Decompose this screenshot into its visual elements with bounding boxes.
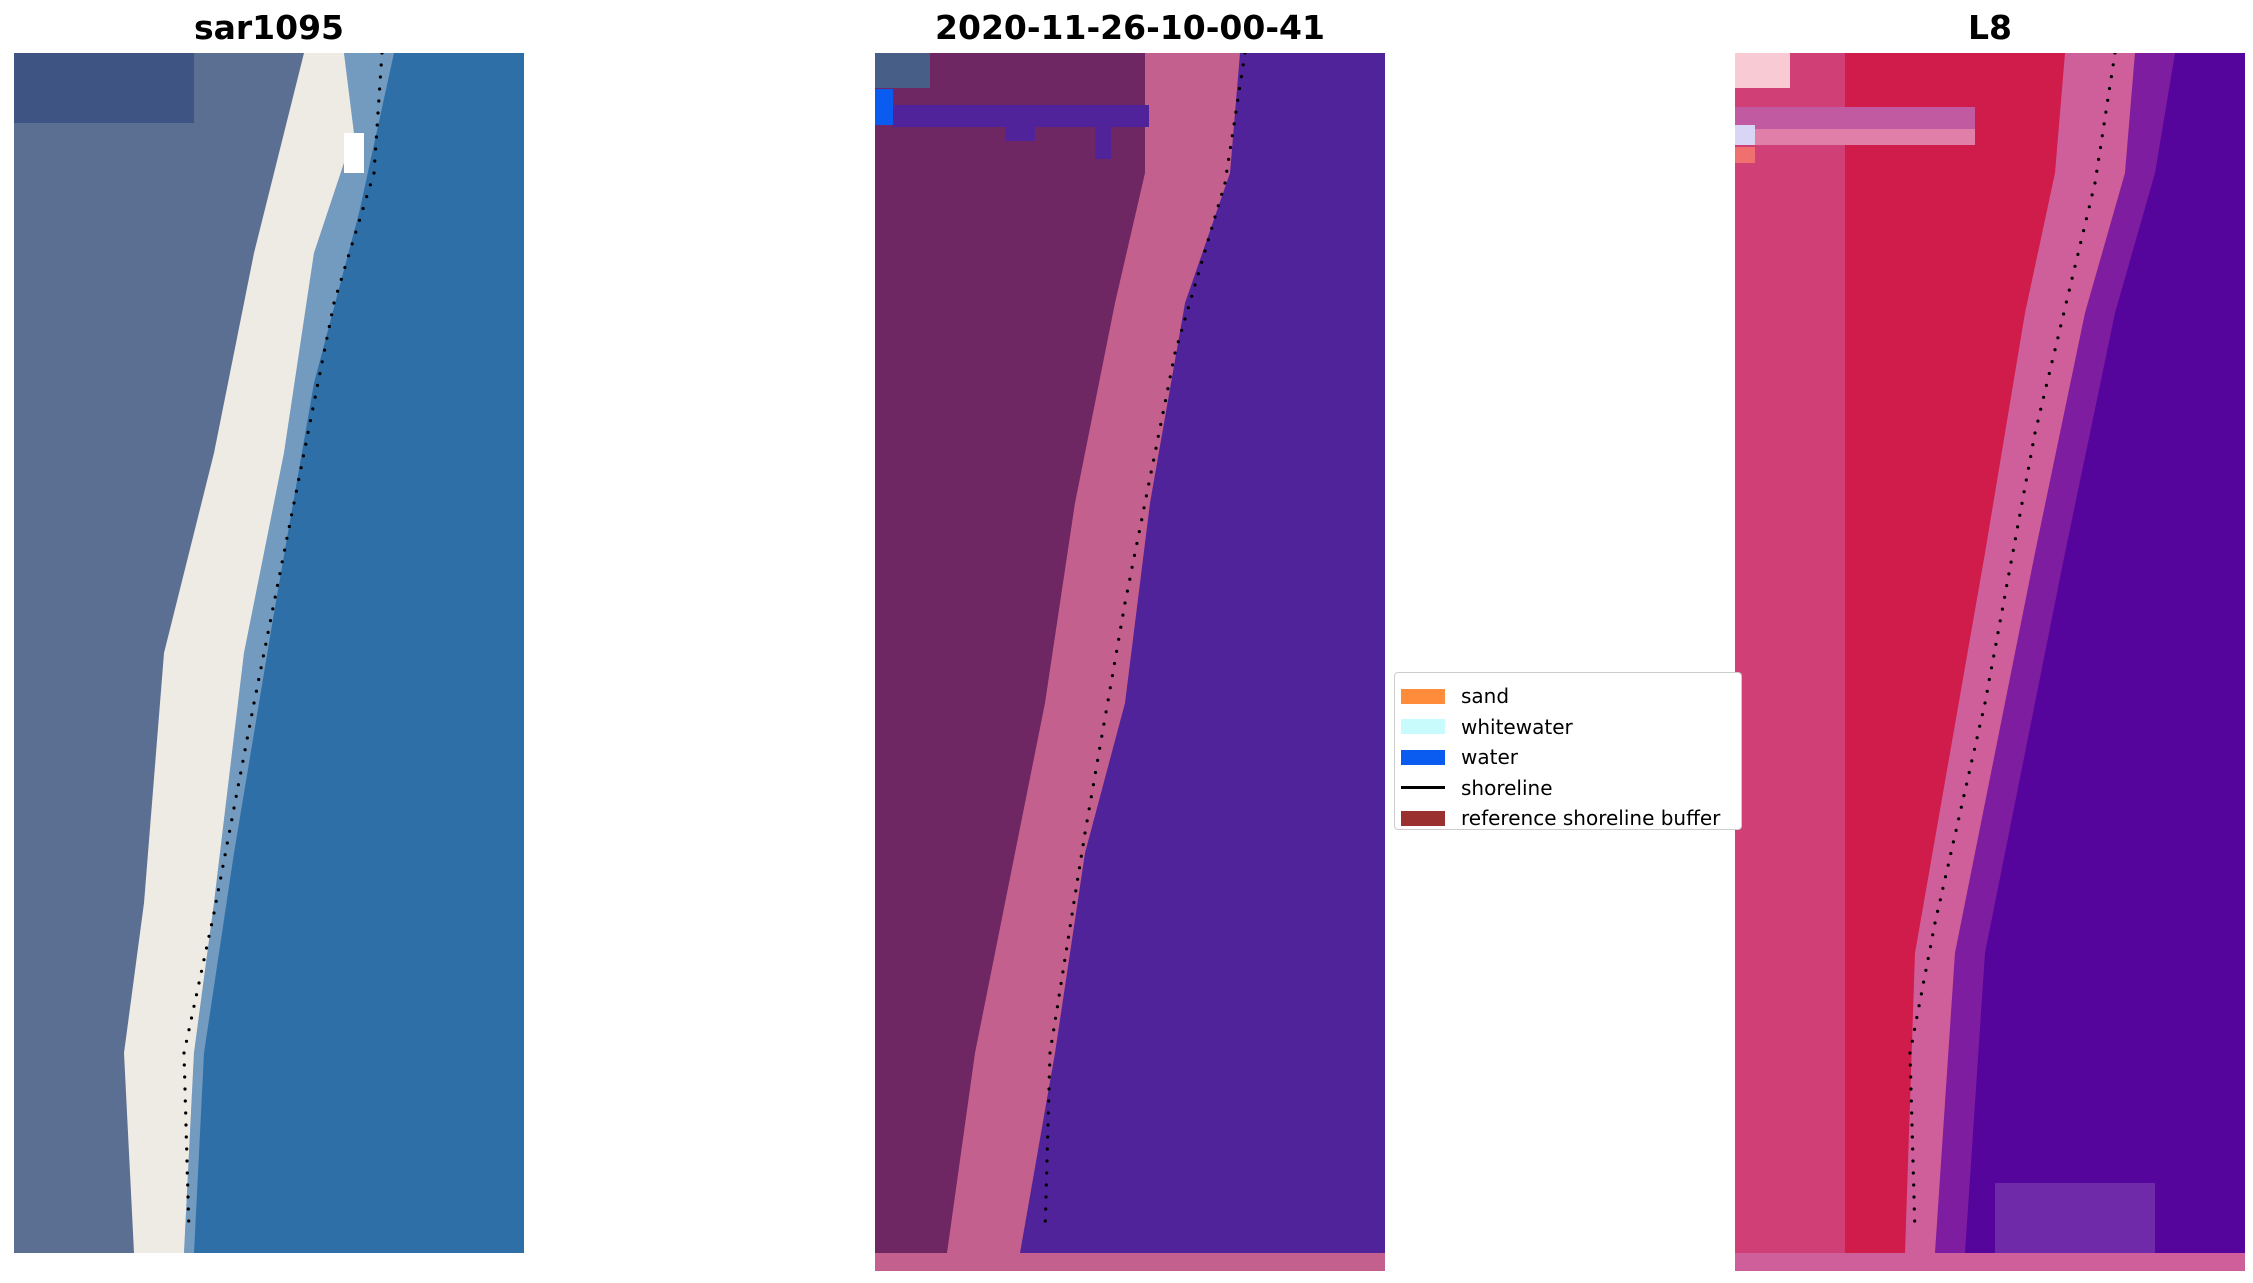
legend-swatch [1401,786,1445,790]
legend: sand whitewater water shoreline reference sh… [1394,672,1742,830]
panel-title-rgb: sar1095 [193,8,345,47]
legend-item-sand: sand [1395,681,1741,712]
legend-label: reference shoreline buffer [1461,806,1721,831]
legend-item-reference-shoreline-buffer: reference shoreline buffer [1395,803,1741,834]
legend-label: whitewater [1461,714,1573,739]
panel-title-classified: 2020-11-26-10-00-41 [935,8,1325,47]
legend-label: water [1461,745,1518,770]
shoreline-dots [182,53,384,1223]
shoreline-dots [1908,53,2117,1223]
l8-image-panel [1735,53,2245,1271]
legend-item-shoreline: shoreline [1395,773,1741,804]
legend-swatch [1401,688,1445,704]
l8-false-color-image [1735,53,2245,1271]
legend-swatch [1401,749,1445,765]
legend-item-whitewater: whitewater [1395,712,1741,743]
legend-swatch [1401,810,1445,826]
panel-title-l8: L8 [1968,8,2012,47]
legend-item-water: water [1395,742,1741,773]
shoreline-dots [1043,53,1247,1223]
classified-image-panel [875,53,1385,1271]
rgb-image-panel [14,53,524,1253]
legend-swatch [1401,719,1445,735]
rgb-satellite-image [14,53,524,1253]
legend-label: shoreline [1461,775,1553,800]
legend-label: sand [1461,684,1510,709]
classified-image [875,53,1385,1271]
